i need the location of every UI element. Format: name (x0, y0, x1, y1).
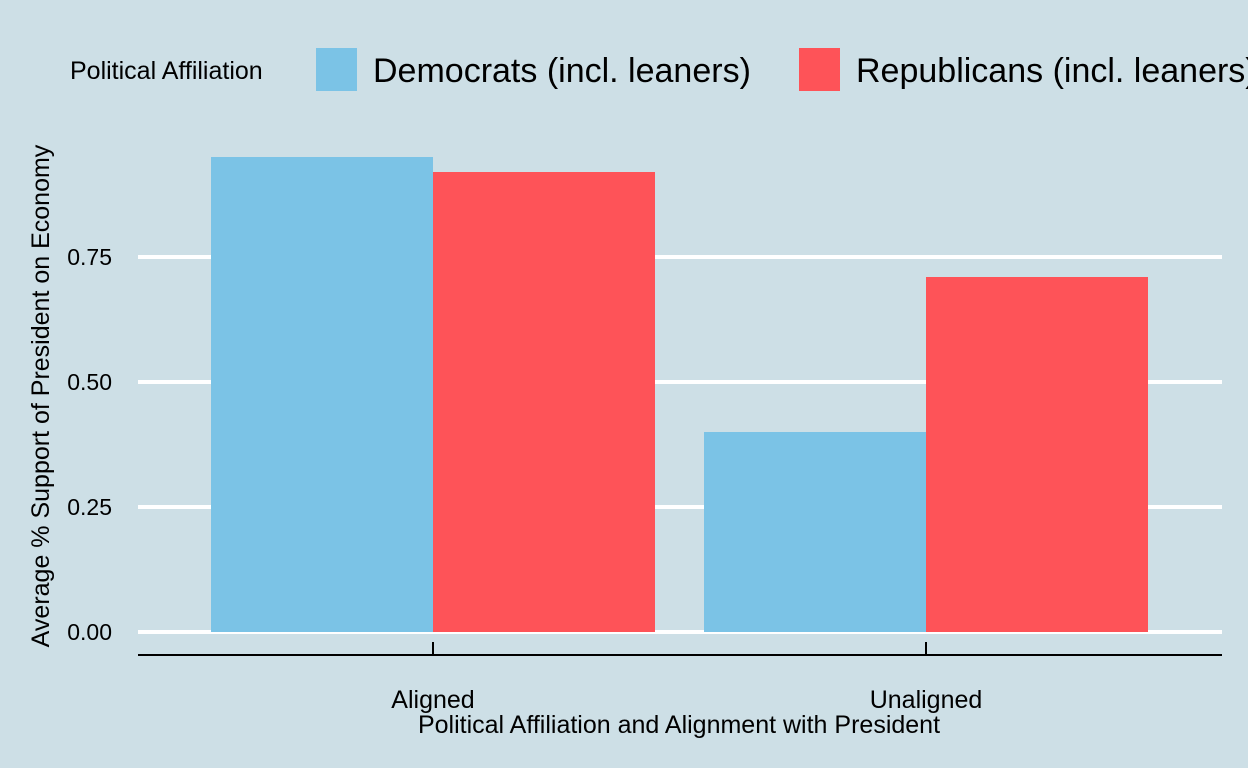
bar (704, 432, 926, 632)
bars (211, 157, 1148, 632)
axes (138, 642, 1222, 656)
legend-swatch (799, 48, 840, 91)
legend-title: Political Affiliation (70, 57, 263, 85)
y-axis-title: Average % Support of President on Econom… (27, 144, 55, 647)
y-tick-label: 0.00 (67, 619, 112, 645)
legend-label: Republicans (incl. leaners) (856, 52, 1248, 90)
y-tick-label: 0.50 (67, 369, 112, 395)
x-tick-labels: Aligned Unaligned (391, 686, 982, 714)
x-axis-title: Political Affiliation and Alignment with… (418, 711, 940, 739)
y-tick-labels: 0.00 0.25 0.50 0.75 (67, 244, 112, 645)
y-tick-label: 0.75 (67, 244, 112, 270)
y-tick-label: 0.25 (67, 494, 112, 520)
bar (211, 157, 433, 632)
legend: Political Affiliation Democrats (incl. l… (70, 48, 1248, 91)
bar (433, 172, 655, 632)
x-tick-label: Unaligned (870, 686, 983, 714)
legend-label: Democrats (incl. leaners) (373, 52, 751, 90)
legend-swatch (316, 48, 357, 91)
bar (926, 277, 1148, 632)
x-tick-label: Aligned (391, 686, 474, 714)
legend-items: Democrats (incl. leaners) Republicans (in… (316, 48, 1248, 91)
